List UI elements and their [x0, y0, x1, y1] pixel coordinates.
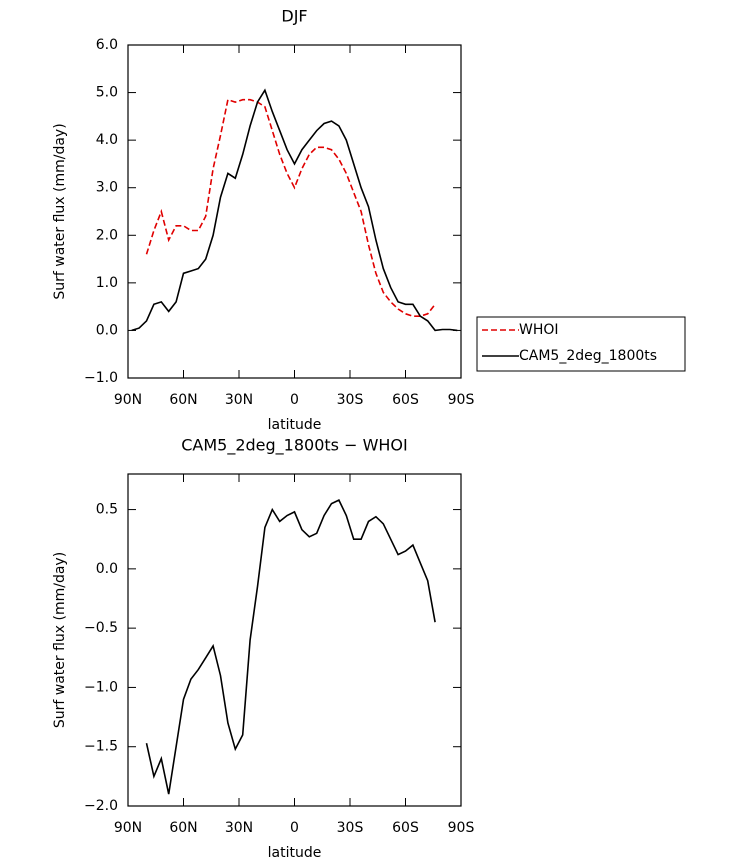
y-tick-label: 0.5: [96, 502, 118, 518]
x-tick-label: 30N: [225, 392, 253, 408]
y-tick-label: 0.0: [96, 322, 118, 338]
x-tick-label: 30N: [225, 820, 253, 836]
legend-label: WHOI: [519, 322, 559, 338]
y-tick-label: −1.0: [84, 679, 118, 695]
y-tick-label: −1.0: [84, 370, 118, 386]
x-tick-label: 90S: [448, 820, 475, 836]
y-tick-label: 2.0: [96, 227, 118, 243]
y-tick-label: −0.5: [84, 620, 118, 636]
data-line: [131, 88, 458, 332]
y-tick-label: −2.0: [84, 798, 118, 814]
y-tick-label: 4.0: [96, 132, 118, 148]
x-tick-label: 90S: [448, 392, 475, 408]
x-tick-label: 60N: [169, 820, 197, 836]
data-line: [145, 98, 436, 317]
data-line: [145, 499, 436, 795]
x-tick-label: 60S: [392, 392, 419, 408]
x-tick-label: 0: [290, 820, 299, 836]
y-tick-label: 0.0: [96, 561, 118, 577]
legend-box: [476, 316, 686, 372]
y-tick-label: −1.5: [84, 739, 118, 755]
y-tick-label: 3.0: [96, 180, 118, 196]
legend-label: CAM5_2deg_1800ts: [519, 348, 657, 364]
x-axis-label: latitude: [268, 845, 322, 861]
plot-frame: [127, 44, 462, 379]
y-axis-label: Surf water flux (mm/day): [52, 123, 68, 299]
x-tick-label: 0: [290, 392, 299, 408]
x-tick-label: 30S: [337, 820, 364, 836]
y-tick-label: 5.0: [96, 85, 118, 101]
chart-title: CAM5_2deg_1800ts − WHOI: [181, 436, 408, 456]
x-axis-label: latitude: [268, 417, 322, 433]
x-tick-label: 90N: [114, 392, 142, 408]
y-tick-label: 6.0: [96, 37, 118, 53]
x-tick-label: 30S: [337, 392, 364, 408]
y-axis-label: Surf water flux (mm/day): [52, 552, 68, 728]
chart-title: DJF: [281, 7, 307, 26]
plot-frame: [127, 473, 462, 807]
y-tick-label: 1.0: [96, 275, 118, 291]
x-tick-label: 60N: [169, 392, 197, 408]
x-tick-label: 90N: [114, 820, 142, 836]
x-tick-label: 60S: [392, 820, 419, 836]
